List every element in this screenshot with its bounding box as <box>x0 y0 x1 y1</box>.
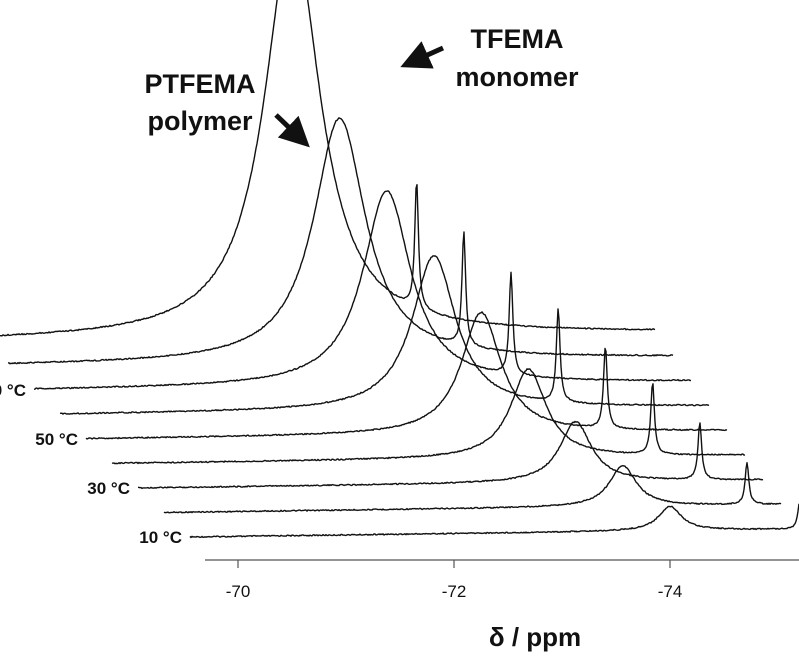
spectrum-trace <box>0 0 656 337</box>
spectrum-trace <box>137 420 764 490</box>
spectrum-trace <box>33 190 692 390</box>
spectrum-trace <box>59 255 710 415</box>
monomer-arrow <box>400 41 445 69</box>
spectrum-trace <box>85 311 728 440</box>
x-tick-label: -70 <box>226 582 251 601</box>
spectra-traces <box>0 0 799 539</box>
temperature-label: 30 °C <box>87 479 130 498</box>
monomer-annotation-line2: monomer <box>455 62 579 92</box>
polymer-annotation-line2: polymer <box>147 106 253 136</box>
x-axis-title: δ / ppm <box>489 622 581 652</box>
temperature-label: 70 °C <box>0 381 26 400</box>
temperature-labels: 90 °C70 °C50 °C30 °C10 °C <box>0 381 182 547</box>
x-axis-ticks: -70-72-74-76-78 <box>226 560 683 601</box>
polymer-annotation-line1: PTFEMA <box>145 69 256 99</box>
monomer-annotation: TFEMA monomer <box>400 24 579 92</box>
spectrum-trace <box>189 503 799 539</box>
spectrum-trace <box>163 462 782 514</box>
spectrum-trace <box>111 368 746 465</box>
spectrum-trace <box>7 117 674 365</box>
x-tick-label: -72 <box>442 582 467 601</box>
x-tick-label: -74 <box>658 582 683 601</box>
polymer-annotation: PTFEMA polymer <box>145 69 310 148</box>
polymer-arrow <box>274 113 310 148</box>
monomer-annotation-line1: TFEMA <box>471 24 564 54</box>
temperature-label: 10 °C <box>139 528 182 547</box>
temperature-label: 50 °C <box>35 430 78 449</box>
